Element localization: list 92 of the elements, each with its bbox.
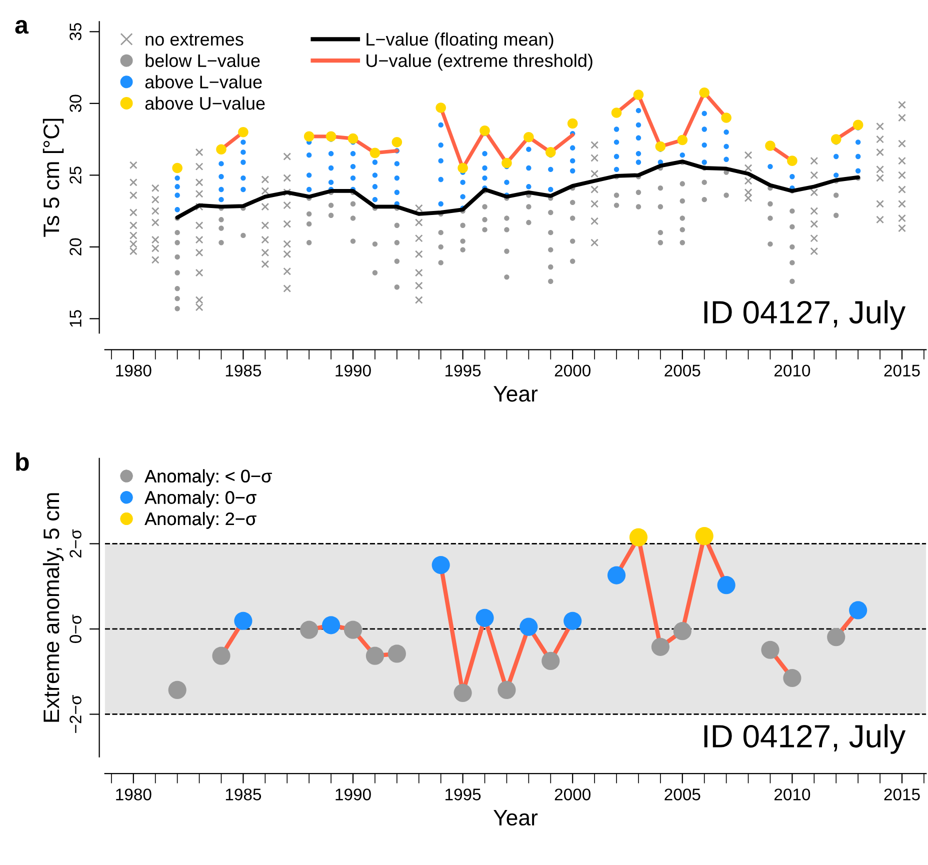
point xyxy=(520,618,538,636)
x-axis-title: Year xyxy=(494,810,538,826)
point xyxy=(607,566,626,584)
point xyxy=(629,528,648,546)
point xyxy=(436,102,446,113)
point xyxy=(366,646,384,665)
x-tick-label: 2005 xyxy=(664,364,700,377)
point xyxy=(564,612,582,630)
point xyxy=(699,88,710,98)
point xyxy=(458,162,468,174)
point xyxy=(567,118,578,129)
point xyxy=(498,680,516,699)
y-tick-label: 15 xyxy=(70,310,82,327)
x-tick-label: 1990 xyxy=(336,788,371,800)
legend-label: Anomaly: 0−σ xyxy=(144,490,256,508)
y-axis-title: Extreme anomaly, 5 cm xyxy=(42,493,64,722)
y-tick-label: 0−σ xyxy=(70,614,82,643)
point xyxy=(370,148,380,158)
point xyxy=(322,616,340,634)
point xyxy=(168,680,186,699)
point xyxy=(695,526,714,546)
point xyxy=(524,132,534,142)
line-series xyxy=(175,160,860,220)
x-axis-title: Year xyxy=(494,386,538,402)
x-tick-label: 1985 xyxy=(226,364,262,377)
x-tick-label: 2000 xyxy=(554,364,590,377)
point xyxy=(651,638,670,656)
point xyxy=(787,156,798,166)
annotation: ID 04127, July xyxy=(704,300,906,330)
x-tick-label: 2010 xyxy=(774,364,810,377)
point xyxy=(348,133,358,144)
point xyxy=(545,147,556,158)
legend-label: above U−value xyxy=(145,96,265,110)
x-tick-label: 2015 xyxy=(884,788,920,800)
point xyxy=(480,126,490,136)
point xyxy=(212,646,230,665)
chart-title: b xyxy=(16,452,29,471)
legend-label: below L−value xyxy=(146,54,260,68)
x-tick-label: 2000 xyxy=(554,788,590,800)
legend-label: above L−value xyxy=(145,75,262,88)
point xyxy=(765,140,776,151)
y-tick-label: 30 xyxy=(70,94,82,112)
legend-label: U−value (extreme threshold) xyxy=(366,54,592,71)
point xyxy=(432,556,450,574)
point xyxy=(454,684,472,702)
point xyxy=(633,90,644,100)
legend-label: Anomaly: < 0−σ xyxy=(144,469,272,486)
point xyxy=(852,120,864,130)
x-tick-label: 1995 xyxy=(446,788,481,800)
point xyxy=(304,131,314,142)
point xyxy=(476,608,494,627)
point xyxy=(388,644,406,663)
point xyxy=(677,134,688,146)
annotation: ID 04127, July xyxy=(704,724,906,754)
point xyxy=(392,137,402,148)
x-tick-label: 2010 xyxy=(774,788,810,800)
legend-label: L−value (floating mean) xyxy=(366,32,554,50)
y-tick-label: 20 xyxy=(70,238,82,256)
point xyxy=(172,162,182,174)
y-axis-title: Ts 5 cm [°C] xyxy=(42,118,64,237)
point xyxy=(783,668,802,688)
legend-label: Anomaly: 2−σ xyxy=(144,512,256,529)
y-tick-label: −2−σ xyxy=(70,694,82,733)
x-tick-label: 1980 xyxy=(116,364,152,377)
y-tick-label: 35 xyxy=(70,23,82,40)
point xyxy=(849,601,868,620)
point xyxy=(830,134,842,144)
point xyxy=(238,126,248,138)
point xyxy=(611,108,622,118)
x-tick-label: 1985 xyxy=(226,788,262,800)
point xyxy=(326,131,336,142)
x-tick-label: 1995 xyxy=(446,364,481,377)
point xyxy=(673,622,692,640)
legend-label: no extremes xyxy=(146,34,244,46)
point xyxy=(827,628,846,646)
point xyxy=(721,112,732,123)
y-tick-label: 25 xyxy=(70,166,82,184)
point xyxy=(344,620,362,639)
x-tick-label: 1980 xyxy=(116,788,152,800)
x-tick-label: 2015 xyxy=(884,364,920,377)
point xyxy=(216,144,226,154)
point xyxy=(717,576,736,594)
point xyxy=(542,652,560,670)
x-tick-label: 1990 xyxy=(336,364,371,377)
point xyxy=(655,141,666,152)
point xyxy=(300,620,318,639)
point xyxy=(502,158,512,168)
x-tick-label: 2005 xyxy=(664,788,700,800)
point xyxy=(761,640,780,659)
y-tick-label: 2−σ xyxy=(70,529,82,558)
point xyxy=(234,612,252,630)
chart-title: a xyxy=(15,20,29,34)
